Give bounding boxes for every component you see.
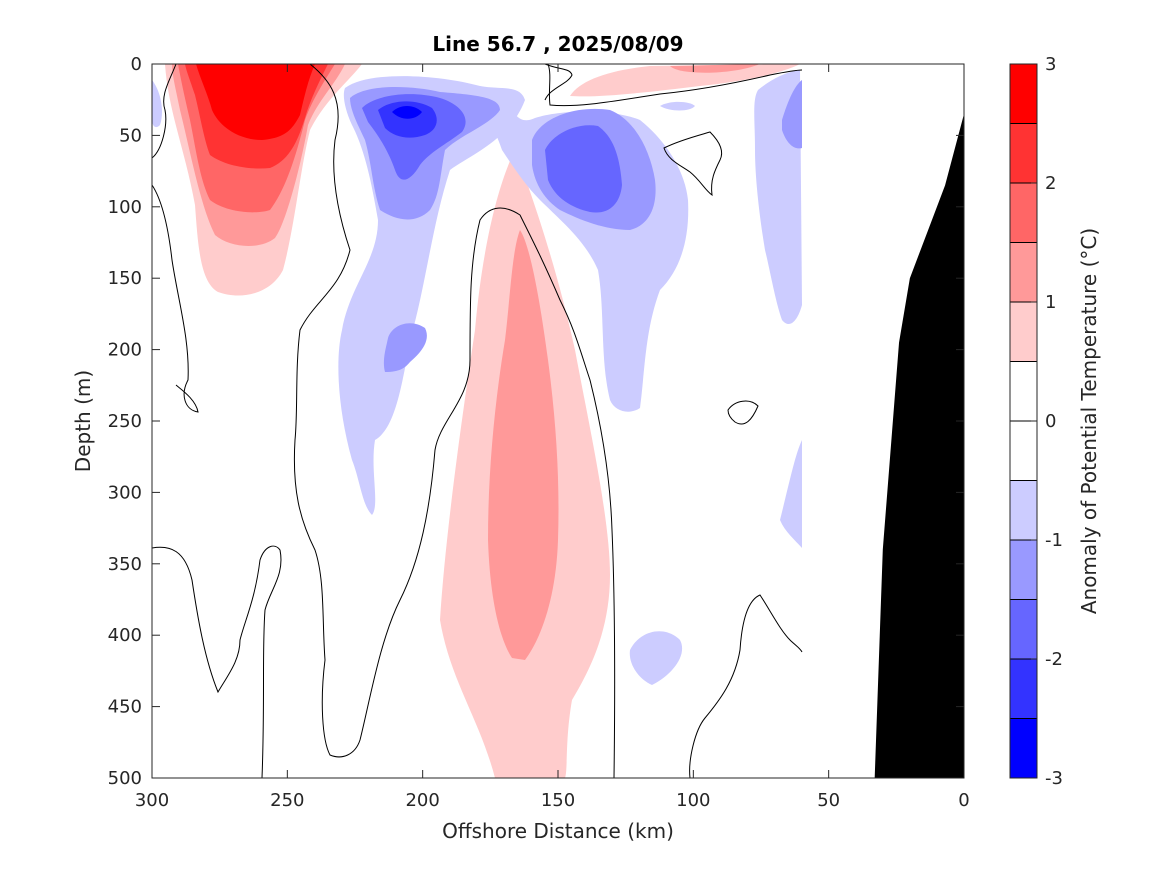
x-tick-label: 200 (405, 790, 439, 811)
x-axis: 300 250 200 150 100 50 0 (135, 64, 970, 811)
colorbar-segment (1010, 599, 1037, 659)
warm-contour-2p5 (196, 64, 315, 140)
cold-contour-0p5-deep-right (780, 440, 802, 548)
x-tick-label: 250 (270, 790, 304, 811)
colorbar-segment (1010, 242, 1037, 302)
colorbar-segment (1010, 480, 1037, 540)
colorbar-label: Anomaly of Potential Temperature (°C) (1077, 228, 1101, 614)
zero-contour-surface-left (544, 64, 573, 101)
warm-deep-1p0 (488, 230, 559, 660)
x-tick-label: 300 (135, 790, 169, 811)
y-tick-label: 50 (119, 125, 142, 146)
colorbar-segment (1010, 659, 1037, 719)
y-axis: 0 50 100 150 200 250 300 350 400 450 500 (108, 54, 964, 789)
x-tick-label: 150 (541, 790, 575, 811)
zero-contour-left-edge (152, 64, 177, 159)
cold-contour-0p5-edge (152, 80, 163, 128)
colorbar-segment (1010, 421, 1037, 481)
y-tick-label: 200 (108, 340, 142, 361)
warm-surface-patch (570, 64, 800, 97)
colorbar-segment (1010, 718, 1037, 778)
colorbar-segment (1010, 540, 1037, 600)
zero-contour-loop-b (727, 400, 759, 425)
colorbar-segment (1010, 123, 1037, 183)
y-tick-label: 150 (108, 268, 142, 289)
x-tick-label: 50 (817, 790, 840, 811)
zero-contour-lower-left (152, 545, 282, 778)
zero-contour-deep-left (152, 184, 199, 413)
zero-contour-east (689, 594, 803, 778)
chart-title: Line 56.7 , 2025/08/09 (432, 32, 683, 56)
x-tick-label: 0 (958, 790, 969, 811)
colorbar-segment (1010, 64, 1037, 124)
y-tick-label: 250 (108, 411, 142, 432)
y-tick-label: 500 (108, 768, 142, 789)
zero-contour-surface (547, 64, 803, 107)
contour-fill-layer (152, 64, 802, 778)
y-tick-label: 450 (108, 697, 142, 718)
colorbar-segment (1010, 302, 1037, 362)
cold-contour-0p5-blob (629, 631, 683, 685)
y-tick-label: 350 (108, 554, 142, 575)
colorbar-tick-label: 3 (1045, 54, 1056, 75)
y-tick-label: 300 (108, 482, 142, 503)
cold-contour-1p5-mid (545, 125, 622, 213)
cold-contour-2p5-left (392, 106, 422, 119)
cold-contour-1p0-blob (383, 323, 427, 372)
colorbar-segment (1010, 183, 1037, 243)
zero-contour-west (293, 64, 616, 778)
y-tick-label: 400 (108, 625, 142, 646)
cold-contour-2p0-left (378, 101, 437, 138)
y-tick-label: 0 (131, 54, 142, 75)
y-axis-label: Depth (m) (71, 370, 95, 472)
zero-contour-lines (152, 64, 803, 778)
warm-surface-patch-core (670, 64, 760, 73)
colorbar-tick-label: -2 (1045, 649, 1063, 670)
colorbar-tick-label: -1 (1045, 530, 1063, 551)
bathymetry-mask (874, 113, 964, 779)
colorbar-tick-label: 1 (1045, 292, 1056, 313)
zero-contour-loop-a (663, 131, 723, 197)
x-axis-label: Offshore Distance (km) (442, 819, 674, 843)
cold-contour-1p0-right (782, 80, 802, 149)
cold-contour-0p5-small (660, 101, 695, 111)
colorbar-segment (1010, 361, 1037, 421)
x-tick-label: 100 (676, 790, 710, 811)
colorbar-tick-label: 0 (1045, 411, 1056, 432)
colorbar-tick-label: -3 (1045, 768, 1063, 789)
colorbar: -3 -2 -1 0 1 2 3 (1009, 54, 1063, 789)
colorbar-tick-label: 2 (1045, 173, 1056, 194)
y-tick-label: 100 (108, 197, 142, 218)
